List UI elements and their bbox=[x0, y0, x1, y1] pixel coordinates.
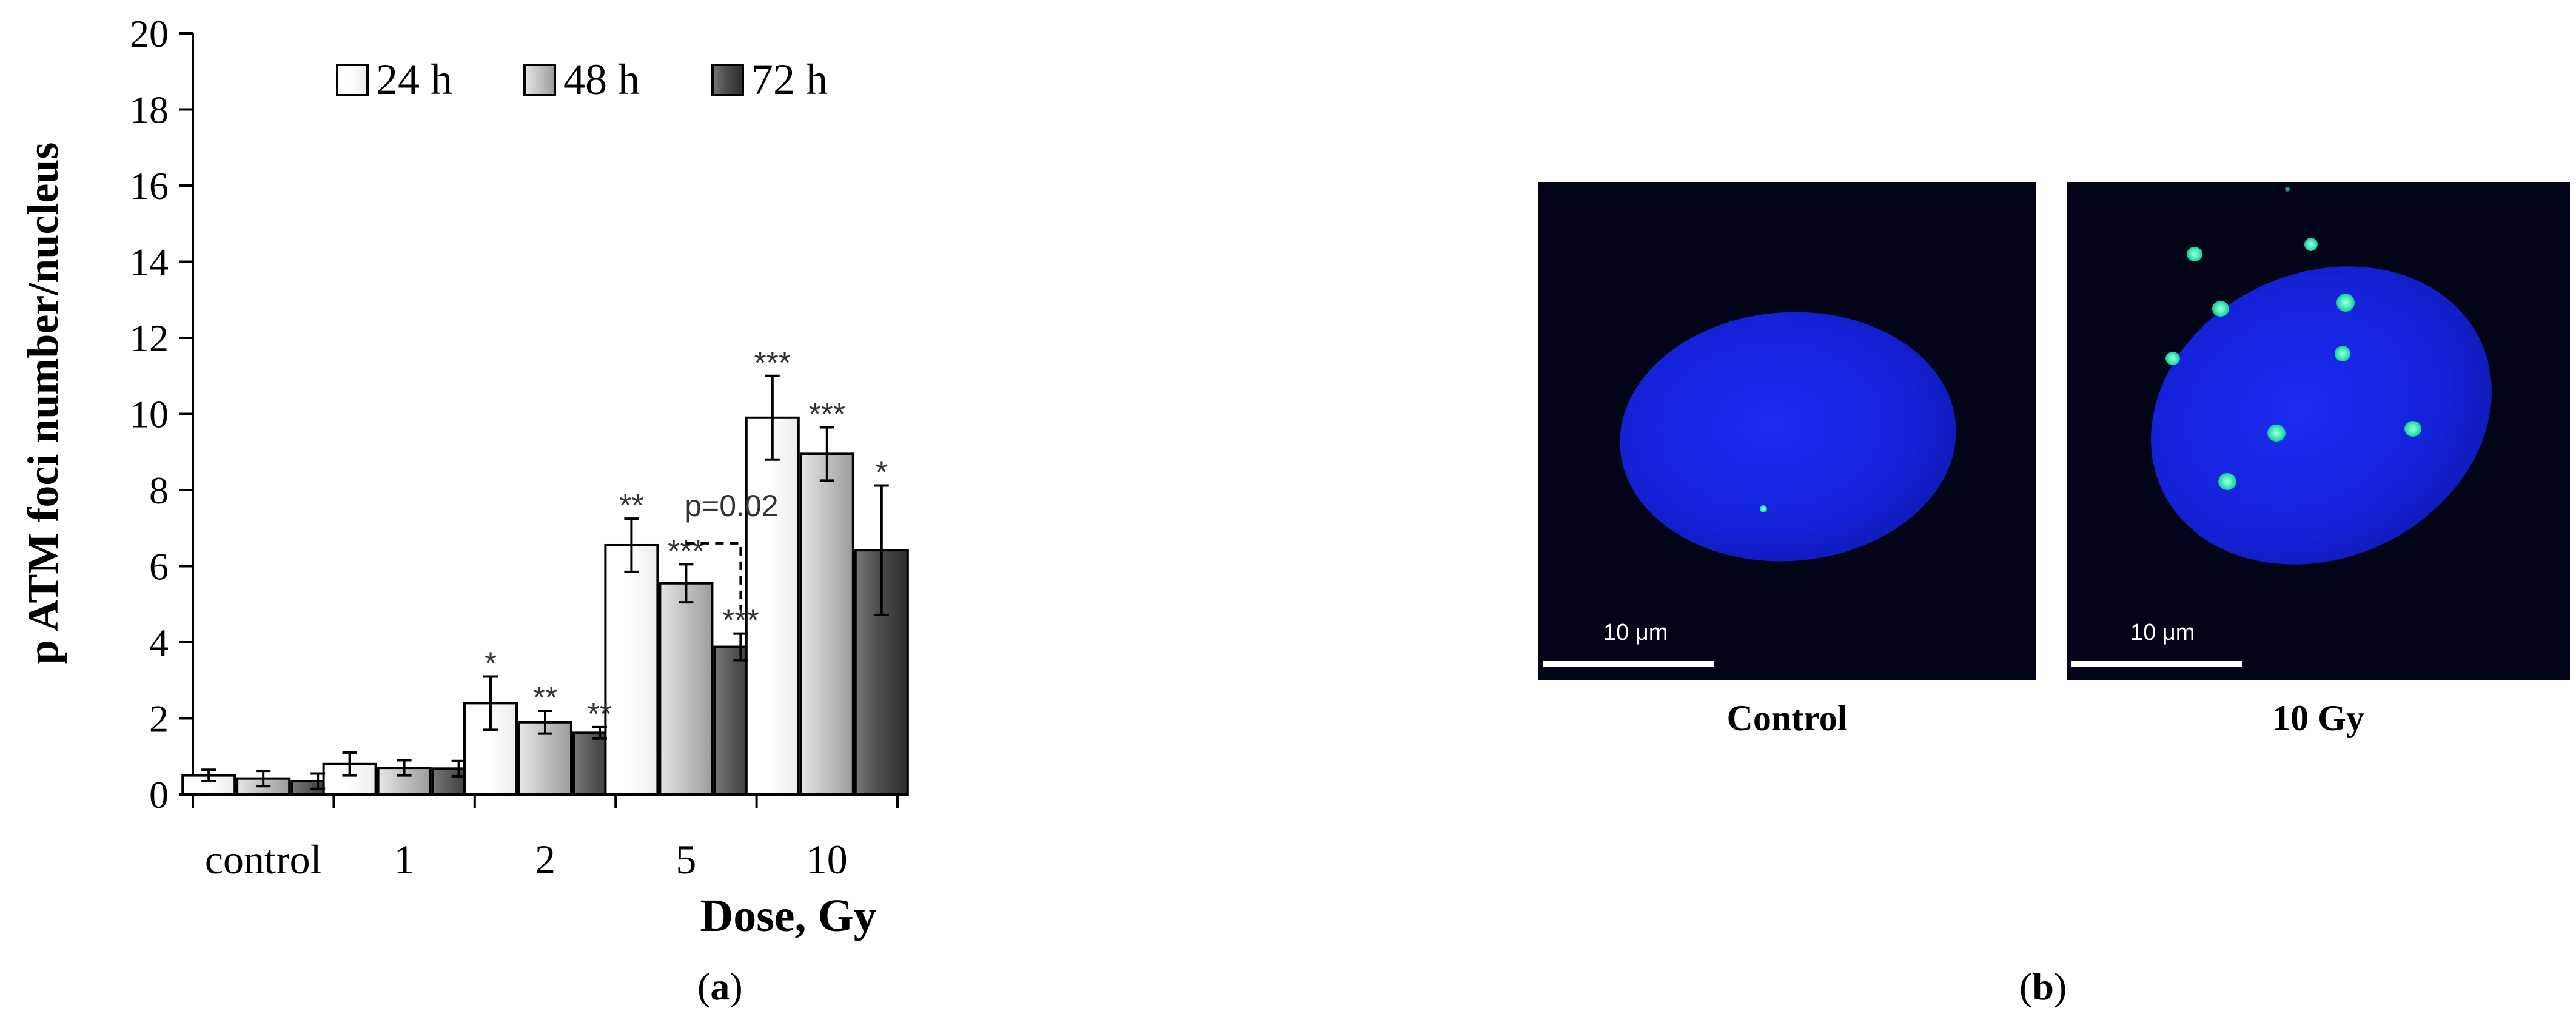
scale-bar-label: 10 μm bbox=[2130, 620, 2195, 645]
panel-b-label: (b) bbox=[2019, 965, 2067, 1008]
bar bbox=[659, 582, 714, 796]
irradiated-micrograph: 10 μm bbox=[2067, 182, 2570, 680]
x-tick-label: 10 bbox=[807, 836, 848, 882]
y-tick-label: 6 bbox=[149, 545, 169, 588]
bar bbox=[799, 452, 854, 796]
focus-spot bbox=[2218, 473, 2236, 490]
chart-legend: 24 h 48 h 72 h bbox=[336, 55, 828, 104]
y-tick-label: 18 bbox=[130, 89, 169, 132]
y-axis-title: p ATM foci number/nucleus bbox=[19, 143, 67, 665]
y-tick-label: 4 bbox=[149, 621, 169, 664]
y-tick-label: 2 bbox=[149, 697, 169, 741]
scale-bar bbox=[2071, 661, 2242, 667]
significance-mark: ** bbox=[619, 488, 643, 523]
chart-significance-marks: *** *****************p=0.02 bbox=[485, 346, 888, 732]
chart-bars bbox=[181, 416, 909, 796]
scale-bar-label: 10 μm bbox=[1603, 620, 1668, 645]
focus-spot bbox=[2336, 294, 2355, 312]
legend-label: 48 h bbox=[563, 55, 640, 104]
x-tick-label: 5 bbox=[676, 836, 696, 882]
chart-error-bars bbox=[201, 374, 889, 790]
focus-spot bbox=[1760, 505, 1767, 512]
focus-spot bbox=[2404, 421, 2421, 437]
x-tick-label: control bbox=[205, 836, 322, 882]
focus-spot bbox=[2187, 247, 2202, 261]
focus-spot bbox=[2285, 187, 2290, 192]
y-tick-label: 16 bbox=[130, 164, 169, 207]
legend-swatch bbox=[711, 64, 744, 96]
focus-spot bbox=[2304, 238, 2318, 251]
x-tick-label: 1 bbox=[394, 836, 415, 882]
nucleus bbox=[1611, 301, 1965, 573]
y-tick-label: 8 bbox=[149, 469, 169, 512]
focus-spot bbox=[2165, 352, 2180, 365]
x-axis-title: Dose, Gy bbox=[700, 890, 876, 941]
bar bbox=[745, 416, 800, 796]
nucleus bbox=[2101, 212, 2541, 619]
significance-mark: *** bbox=[754, 346, 791, 381]
legend-swatch bbox=[523, 64, 556, 96]
control-micrograph: 10 μm bbox=[1538, 182, 2036, 680]
y-tick-label: 12 bbox=[130, 317, 169, 360]
y-tick-label: 0 bbox=[149, 773, 169, 816]
p-value-bracket bbox=[686, 542, 742, 610]
scale-bar bbox=[1543, 661, 1714, 667]
focus-spot bbox=[2335, 346, 2350, 361]
significance-mark: * bbox=[876, 455, 888, 490]
bar bbox=[604, 543, 659, 796]
significance-mark: ** bbox=[533, 680, 557, 716]
p-value-label: p=0.02 bbox=[685, 489, 778, 523]
significance-mark: *** bbox=[668, 534, 705, 569]
significance-mark: * bbox=[485, 646, 497, 681]
y-tick-label: 14 bbox=[130, 241, 169, 284]
10gy-caption: 10 Gy bbox=[2272, 698, 2364, 738]
significance-mark: *** bbox=[808, 397, 845, 432]
x-tick-label: 2 bbox=[535, 836, 555, 882]
legend-label: 24 h bbox=[376, 55, 452, 104]
bar bbox=[518, 721, 572, 796]
y-tick-label: 10 bbox=[130, 393, 169, 436]
panel-a-label: (a) bbox=[697, 965, 743, 1008]
focus-spot bbox=[2212, 301, 2229, 317]
legend-swatch bbox=[336, 64, 369, 96]
focus-spot bbox=[2267, 425, 2286, 442]
significance-mark: ** bbox=[588, 697, 612, 732]
control-caption: Control bbox=[1726, 698, 1848, 738]
legend-label: 72 h bbox=[751, 55, 828, 104]
y-tick-label: 20 bbox=[130, 12, 169, 55]
